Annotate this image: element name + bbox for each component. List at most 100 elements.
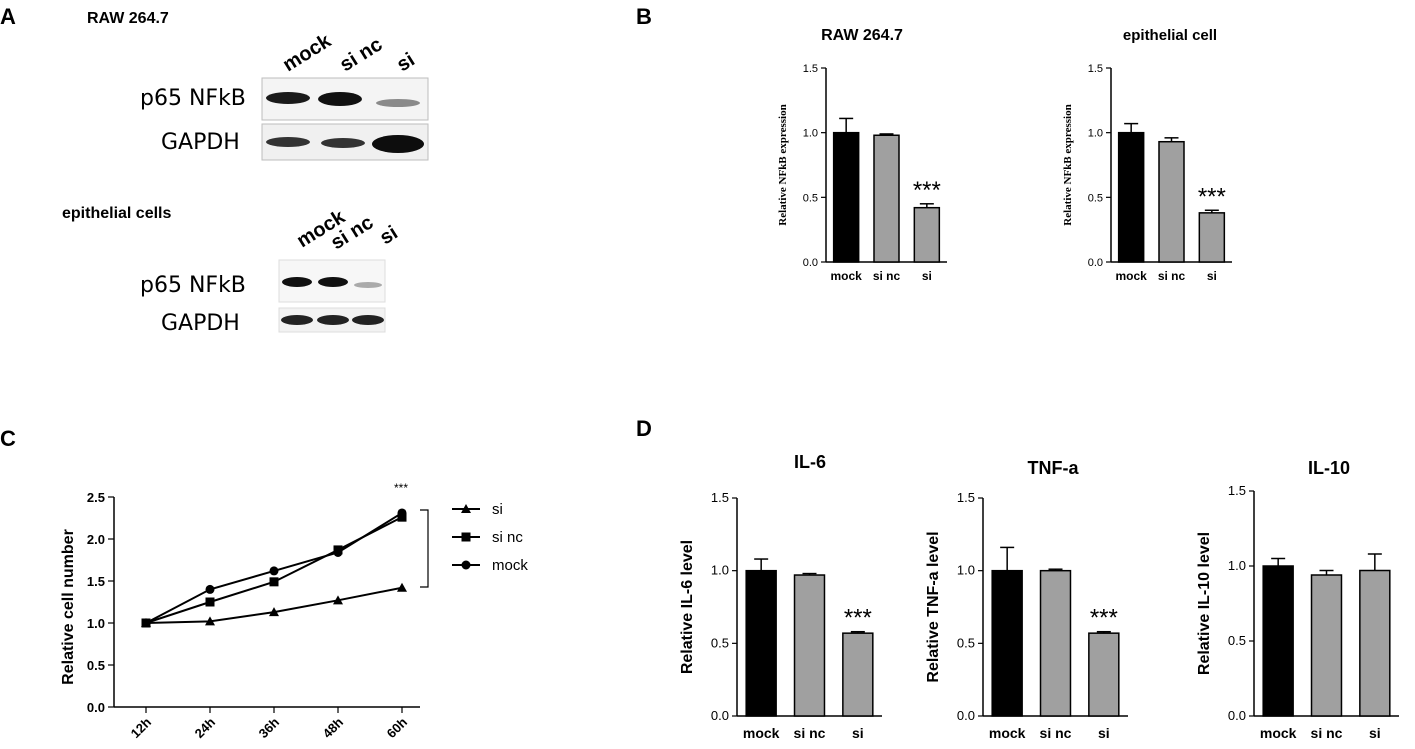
blot-band [318, 92, 362, 106]
x-tick-label: mock [1260, 725, 1297, 741]
x-tick-label: mock [830, 269, 862, 283]
blot-band [372, 135, 424, 153]
chart-title: IL-6 [794, 452, 826, 472]
bar [873, 134, 900, 263]
x-tick-label: si nc [1158, 269, 1186, 283]
bar [1359, 569, 1391, 717]
x-tick-label: si nc [873, 269, 901, 283]
y-tick-label: 1.0 [1228, 558, 1246, 573]
bar [1117, 131, 1145, 263]
x-tick-label: 48h [320, 714, 346, 740]
blot-band [318, 277, 348, 287]
y-tick-label: 0.5 [1228, 633, 1246, 648]
y-tick-label: 0.0 [711, 708, 729, 723]
bar [991, 569, 1023, 717]
blot-epi-title: epithelial cells [62, 205, 171, 222]
data-point-triangle [397, 582, 407, 592]
bar [1310, 574, 1343, 717]
y-tick-label: 2.5 [87, 490, 105, 505]
blot-band [266, 92, 310, 104]
x-tick-label: 12h [128, 714, 154, 740]
y-tick-label: 1.5 [711, 490, 729, 505]
data-point-square [205, 597, 215, 607]
x-tick-label: si [1207, 269, 1217, 283]
legend-label: mock [492, 557, 528, 574]
y-tick-label: 1.0 [711, 563, 729, 578]
blot-raw-row-p65: p65 NFkB [140, 86, 246, 111]
blot-raw-lane-mock: mock [279, 29, 336, 76]
blot-raw-lane-si: si [393, 49, 419, 77]
data-point-circle [205, 584, 215, 594]
blot-band [376, 99, 420, 107]
x-tick-label: mock [989, 725, 1026, 741]
blot-band [282, 277, 312, 287]
significance-bracket [420, 509, 429, 588]
y-tick-label: 1.0 [803, 128, 818, 140]
y-tick-label: 0.5 [711, 635, 729, 650]
bar [1198, 212, 1226, 263]
x-tick-label: mock [1115, 269, 1147, 283]
panel-label-c: C [0, 426, 16, 451]
line-chart-c: 0.0 0.5 1.0 1.5 2.0 2.5 12h 24h 36h 48h 60h Relativ… [60, 481, 528, 741]
x-tick-label: si [1369, 725, 1381, 741]
bar [832, 131, 860, 263]
y-tick-label: 1.0 [957, 563, 975, 578]
chart-title: epithelial cell [1123, 27, 1217, 44]
series-line [145, 586, 403, 624]
chart-title: RAW 264.7 [821, 27, 903, 44]
legend-label: si nc [492, 529, 523, 546]
x-tick-label: si nc [794, 725, 826, 741]
blot-band [321, 138, 365, 148]
data-point-square [461, 532, 471, 542]
significance-label: *** [394, 481, 408, 495]
y-tick-label: 0.5 [803, 192, 818, 204]
series-mock [141, 508, 407, 628]
panel-label-d: D [636, 416, 652, 441]
x-tick-label: 24h [192, 714, 218, 740]
y-tick-label: 0.0 [1088, 257, 1103, 269]
data-point-circle [141, 618, 151, 628]
bar [1039, 569, 1072, 717]
legend-label: si [492, 501, 503, 518]
significance-label: *** [913, 177, 941, 204]
y-tick-label: 1.5 [1228, 483, 1246, 498]
y-axis-label: Relative cell number [60, 529, 77, 685]
bar-chart-d2: TNF-a 0.0 0.5 1.0 1.5 Relative TNF-a level moc… [925, 458, 1128, 741]
data-point-circle [397, 508, 407, 518]
y-tick-label: 0.0 [957, 708, 975, 723]
bar [1158, 140, 1185, 263]
blot-band [317, 315, 349, 325]
y-tick-label: 0.5 [1088, 192, 1103, 204]
blot-band [354, 282, 382, 288]
charts: RAW 264.7 0.0 0.5 1.0 1.5 Relative NFkB expre… [60, 27, 1399, 741]
bar [1262, 565, 1294, 717]
significance-label: *** [844, 605, 872, 632]
y-tick-label: 1.5 [803, 63, 818, 75]
x-tick-label: si [922, 269, 932, 283]
panel-label-b: B [636, 4, 652, 29]
y-tick-label: 1.5 [1088, 63, 1103, 75]
data-point-triangle [461, 504, 471, 513]
blot-epi-lane-si: si [376, 222, 402, 250]
significance-label: *** [1090, 605, 1118, 632]
chart-title: IL-10 [1308, 458, 1350, 478]
data-point-triangle [205, 616, 215, 626]
x-tick-label: 36h [256, 714, 282, 740]
blot-band [281, 315, 313, 325]
x-tick-label: mock [743, 725, 780, 741]
bar [793, 574, 826, 717]
y-tick-label: 1.5 [87, 574, 105, 589]
y-tick-label: 0.0 [803, 257, 818, 269]
bar [745, 569, 777, 717]
y-tick-label: 0.0 [1228, 708, 1246, 723]
y-axis-label: Relative NFkB expression [777, 104, 789, 225]
y-tick-label: 1.5 [957, 490, 975, 505]
bar-chart-b2: epithelial cell 0.0 0.5 1.0 1.5 Relative NFkB… [1062, 27, 1232, 283]
x-tick-label: si nc [1311, 725, 1343, 741]
bar-chart-b1: RAW 264.7 0.0 0.5 1.0 1.5 Relative NFkB expre… [777, 27, 947, 283]
x-tick-label: 60h [384, 714, 410, 740]
blot-raw-row-gapdh: GAPDH [161, 130, 240, 155]
bar [913, 206, 941, 263]
blot-raw-title: RAW 264.7 [87, 10, 169, 27]
